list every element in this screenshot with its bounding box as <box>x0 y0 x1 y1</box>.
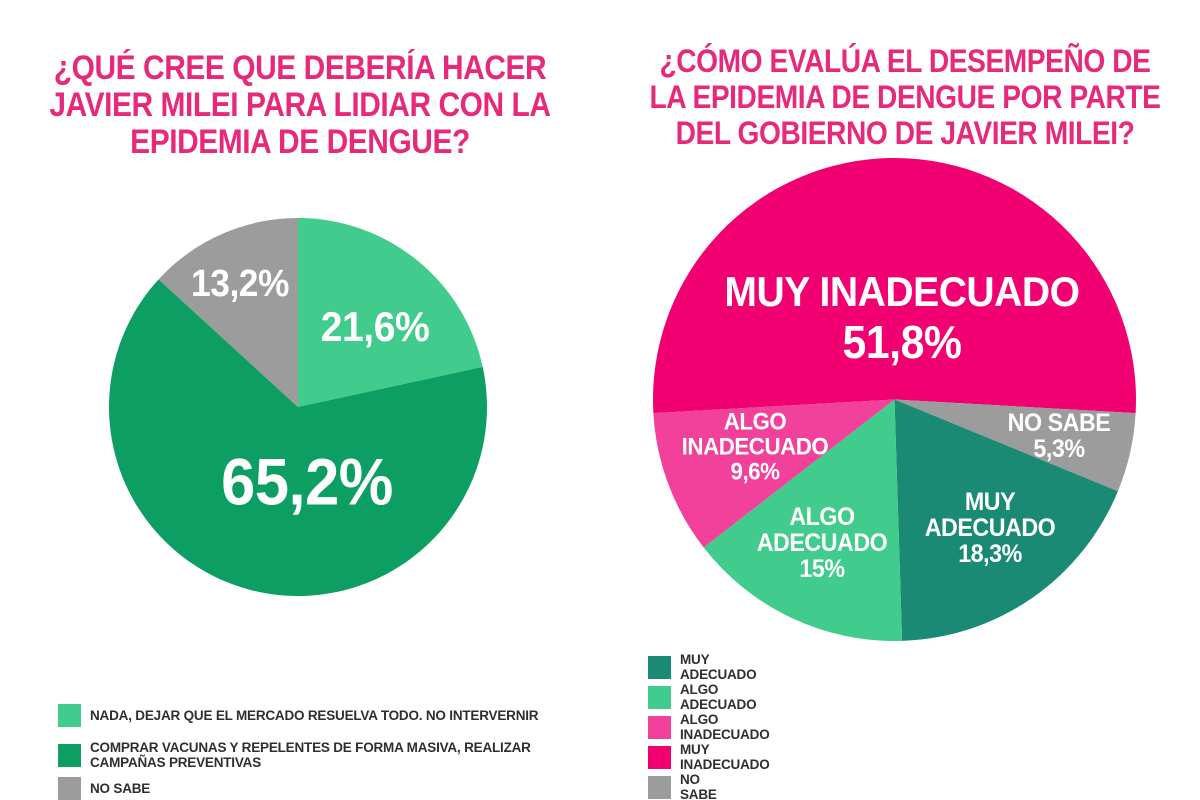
right-pie-label-algo-adecuado: ALGO ADECUADO 15% <box>757 504 888 582</box>
legend-label: NADA, DEJAR QUE EL MERCADO RESUELVA TODO… <box>90 708 539 723</box>
right-pie-chart: MUY INADECUADO 51,8% NO SABE 5,3% MUY AD… <box>653 158 1136 641</box>
right-title-line-1: ¿CÓMO EVALÚA EL DESEMPEÑO DE <box>659 42 1151 79</box>
slice-name: ADECUADO <box>924 513 1056 542</box>
slice-name: ADECUADO <box>756 528 888 557</box>
slice-name: NO SABE <box>1007 409 1111 438</box>
pie-slice-no-sabe <box>894 399 1136 492</box>
slice-value: 15% <box>799 554 845 583</box>
legend-label: MUY INADECUADO <box>680 742 770 772</box>
left-pie-label-nosabe: 13,2% <box>191 263 290 306</box>
legend-label: ALGO ADECUADO <box>680 682 757 712</box>
right-legend-item-no-sabe: NO SABE <box>648 772 717 800</box>
pie-slice-muy-adecuado <box>894 399 1118 641</box>
legend-label: MUY ADECUADO <box>680 652 757 682</box>
slice-name: MUY <box>964 487 1016 516</box>
legend-label: NO SABE <box>680 772 717 800</box>
right-pie-label-algo-inadecuado: ALGO INADECUADO 9,6% <box>682 408 829 486</box>
legend-swatch-magenta <box>648 745 671 769</box>
right-legend-item-algo-inadecuado: ALGO INADECUADO <box>648 712 770 742</box>
right-title-line-2: LA EPIDEMIA DE DENGUE POR PARTE <box>649 78 1161 115</box>
pie-slice-comprar-vacunas-y-repelentes-d <box>109 279 487 596</box>
left-pie-svg <box>109 218 487 596</box>
left-pie-label-comprar: 65,2% <box>221 444 393 519</box>
left-legend-item-nosabe: NO SABE <box>58 777 542 800</box>
right-legend-item-algo-adecuado: ALGO ADECUADO <box>648 682 757 712</box>
legend-label: COMPRAR VACUNAS Y REPELENTES DE FORMA MA… <box>90 740 531 770</box>
right-pie-label-muy-inadecuado: MUY INADECUADO 51,8% <box>724 268 1080 369</box>
legend-label: ALGO INADECUADO <box>680 712 770 742</box>
legend-swatch-pink <box>648 715 671 739</box>
left-title-line-1: ¿QUÉ CREE QUE DEBERÍA HACER <box>53 49 547 88</box>
pie-slice-algo-inadecuado <box>653 399 895 548</box>
slice-value: 18,3% <box>958 539 1022 568</box>
left-chart-title: ¿QUÉ CREE QUE DEBERÍA HACER JAVIER MILEI… <box>45 50 555 161</box>
legend-swatch-green <box>58 743 81 767</box>
left-legend-item-nada: NADA, DEJAR QUE EL MERCADO RESUELVA TODO… <box>58 704 542 727</box>
right-pie-svg <box>653 158 1136 641</box>
pie-slice-no-sabe <box>158 218 298 407</box>
right-title-line-3: DEL GOBIERNO DE JAVIER MILEI? <box>675 114 1135 151</box>
left-pie-label-nada: 21,6% <box>320 303 430 351</box>
slice-name: ALGO <box>724 408 787 436</box>
pie-slice-algo-adecuado <box>703 399 903 641</box>
pie-slice-muy-inadecuado <box>653 158 1136 414</box>
right-pie-label-no-sabe: NO SABE 5,3% <box>1007 410 1110 462</box>
pie-slice-nada-dejar-que-el-mercado-resu <box>298 218 483 407</box>
right-legend-item-muy-adecuado: MUY ADECUADO <box>648 652 757 682</box>
right-pie-label-muy-adecuado: MUY ADECUADO 18,3% <box>925 489 1056 567</box>
slice-name: ALGO <box>789 502 855 531</box>
slice-value: 51,8% <box>842 316 962 369</box>
slice-name: MUY INADECUADO <box>724 268 1080 316</box>
legend-swatch-gray <box>58 777 81 800</box>
legend-swatch-gray <box>648 775 671 799</box>
slice-value: 5,3% <box>1033 435 1085 464</box>
slice-name: INADECUADO <box>682 433 829 461</box>
legend-swatch-light-green <box>648 685 671 709</box>
right-chart-title: ¿CÓMO EVALÚA EL DESEMPEÑO DE LA EPIDEMIA… <box>647 43 1163 151</box>
right-legend-item-muy-inadecuado: MUY INADECUADO <box>648 742 770 772</box>
left-title-line-3: EPIDEMIA DE DENGUE? <box>130 123 470 162</box>
slice-value: 9,6% <box>730 458 780 486</box>
legend-label: NO SABE <box>90 781 151 796</box>
legend-swatch-light-green <box>58 704 81 727</box>
left-pie-chart: 21,6% 65,2% 13,2% <box>109 218 487 596</box>
left-legend-item-comprar: COMPRAR VACUNAS Y REPELENTES DE FORMA MA… <box>58 740 542 770</box>
legend-swatch-teal <box>648 655 671 679</box>
left-title-line-2: JAVIER MILEI PARA LIDIAR CON LA <box>49 86 551 125</box>
